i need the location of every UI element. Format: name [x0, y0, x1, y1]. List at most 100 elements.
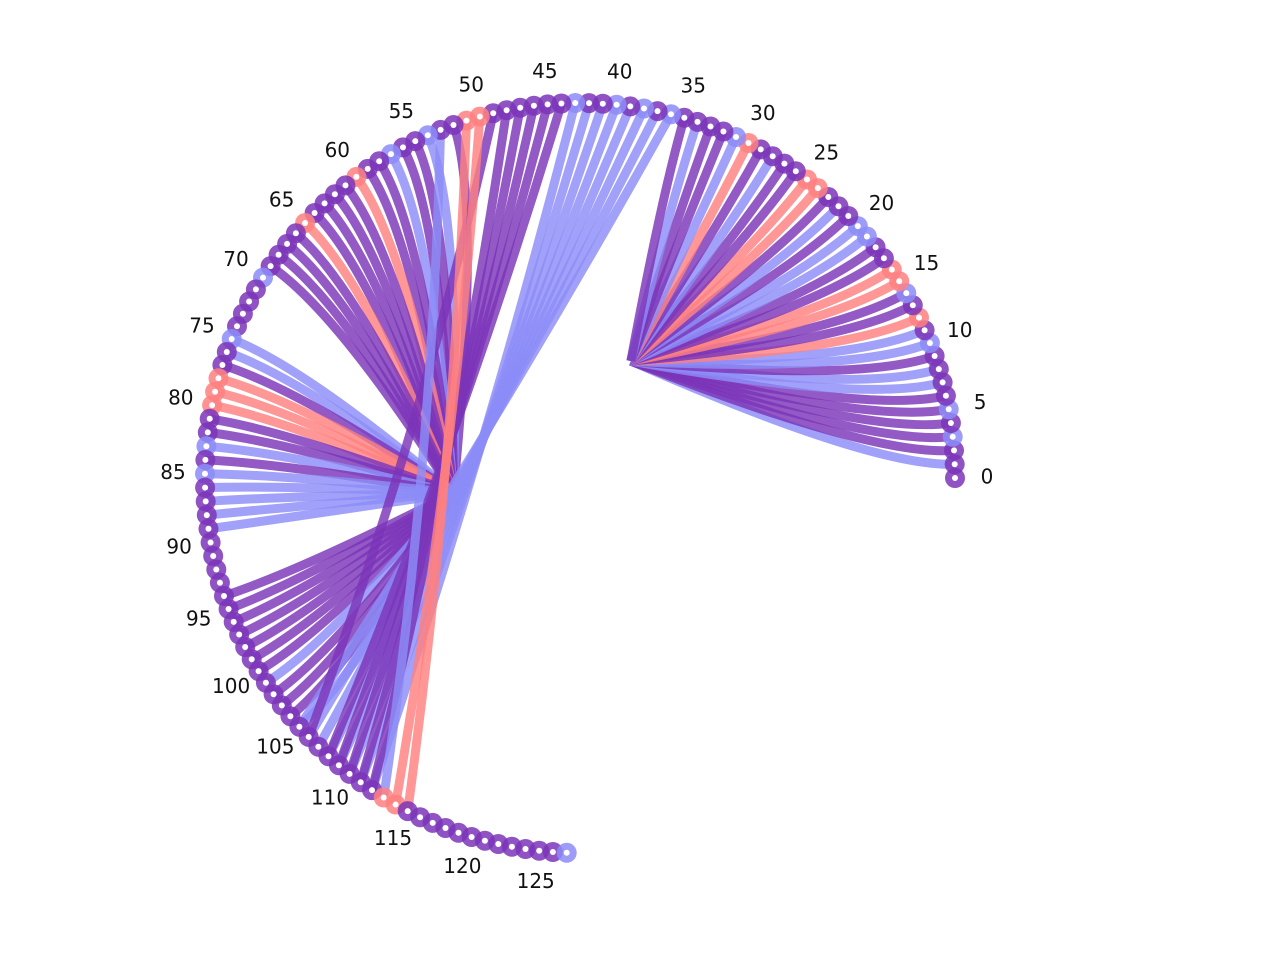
- node-48-center: [503, 107, 510, 114]
- node-91-center: [210, 553, 217, 559]
- node-96-center: [230, 618, 237, 625]
- node-34-center: [694, 118, 701, 125]
- tick-label-90: 90: [166, 535, 191, 559]
- node-27-center: [781, 160, 788, 167]
- node-63-center: [321, 200, 328, 207]
- node-112-center: [369, 787, 375, 794]
- node-53-center: [437, 126, 444, 133]
- node-50-center: [476, 113, 483, 120]
- node-35-center: [681, 114, 688, 121]
- node-99-center: [248, 656, 255, 663]
- node-77-center: [219, 362, 226, 368]
- node-11-center: [921, 327, 928, 334]
- node-3-center: [949, 433, 956, 440]
- node-88-center: [203, 512, 210, 519]
- node-8-center: [935, 366, 942, 373]
- link-51-115: [403, 120, 471, 812]
- node-123-center: [508, 843, 515, 850]
- node-12-center: [916, 314, 922, 321]
- node-13-center: [909, 302, 916, 309]
- node-23-center: [825, 194, 832, 200]
- labels-layer: 0 5 10 15 20 25 30 35 40 45 50 55 60 65 70 75 80 85 90 95 10…: [160, 59, 993, 893]
- tick-label-70: 70: [223, 247, 248, 271]
- node-38-center: [641, 105, 647, 112]
- node-118-center: [442, 825, 449, 831]
- node-125-center: [536, 847, 543, 854]
- node-41-center: [599, 100, 606, 107]
- node-65-center: [302, 220, 309, 226]
- node-5-center: [945, 406, 952, 413]
- node-47-center: [517, 104, 524, 111]
- node-49-center: [490, 110, 497, 117]
- node-60-center: [353, 173, 360, 180]
- node-39-center: [627, 103, 634, 110]
- node-81-center: [206, 415, 213, 422]
- links-layer: [204, 101, 955, 812]
- node-26-center: [792, 168, 799, 175]
- node-98-center: [242, 644, 249, 650]
- node-122-center: [495, 841, 502, 847]
- node-83-center: [203, 443, 210, 450]
- link-43-112: [367, 101, 580, 792]
- node-22-center: [835, 203, 842, 210]
- node-94-center: [221, 593, 227, 599]
- node-102-center: [270, 691, 277, 698]
- node-100-center: [255, 668, 262, 675]
- tick-label-75: 75: [189, 314, 214, 338]
- node-95-center: [225, 606, 232, 612]
- tick-label-80: 80: [168, 385, 193, 409]
- tick-label-95: 95: [186, 607, 211, 631]
- node-120-center: [468, 834, 475, 840]
- node-2-center: [951, 447, 957, 454]
- node-21-center: [845, 213, 852, 219]
- node-10-center: [926, 340, 933, 346]
- node-108-center: [325, 753, 332, 760]
- node-72-center: [246, 298, 253, 305]
- tick-label-120: 120: [443, 854, 481, 878]
- node-43-center: [572, 100, 579, 106]
- tick-label-40: 40: [607, 59, 632, 83]
- node-36-center: [668, 111, 674, 118]
- node-124-center: [522, 846, 529, 852]
- node-76-center: [223, 349, 230, 355]
- node-78-center: [215, 375, 222, 382]
- node-37-center: [654, 108, 661, 115]
- link-53-113: [379, 129, 446, 799]
- node-9-center: [931, 353, 938, 359]
- node-18-center: [872, 244, 879, 251]
- node-121-center: [481, 837, 488, 844]
- node-80-center: [209, 402, 216, 409]
- node-105-center: [296, 723, 303, 730]
- node-58-center: [376, 158, 383, 165]
- node-19-center: [863, 233, 870, 240]
- tick-label-100: 100: [212, 674, 250, 698]
- node-86-center: [202, 484, 209, 491]
- node-7-center: [939, 379, 946, 386]
- tick-label-10: 10: [947, 318, 972, 342]
- tick-label-105: 105: [256, 735, 294, 759]
- node-69-center: [267, 263, 274, 270]
- node-64-center: [311, 210, 318, 216]
- node-44-center: [558, 100, 565, 107]
- tick-label-110: 110: [311, 786, 349, 810]
- node-73-center: [239, 310, 246, 317]
- node-85-center: [202, 470, 208, 477]
- node-55-center: [412, 138, 419, 145]
- node-103-center: [278, 702, 285, 709]
- tick-label-50: 50: [458, 72, 483, 96]
- node-17-center: [880, 255, 887, 262]
- node-104-center: [287, 713, 294, 720]
- node-25-center: [804, 176, 810, 183]
- node-75-center: [228, 336, 235, 342]
- node-74-center: [234, 323, 240, 330]
- node-40-center: [613, 101, 620, 108]
- node-6-center: [942, 392, 949, 399]
- node-106-center: [305, 733, 312, 740]
- node-101-center: [262, 679, 269, 686]
- node-51-center: [463, 117, 470, 124]
- tick-label-45: 45: [532, 59, 557, 83]
- node-97-center: [236, 631, 243, 638]
- node-52-center: [450, 122, 457, 128]
